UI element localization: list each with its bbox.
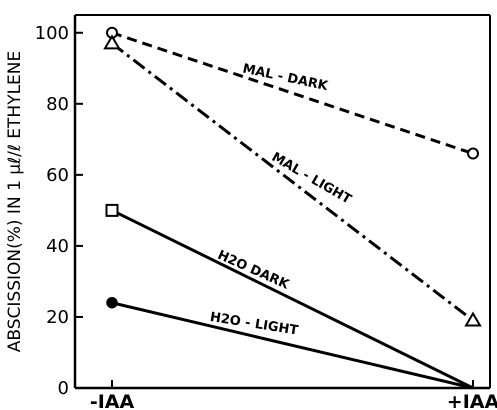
data-point-triangle — [464, 311, 482, 327]
y-tick-label: 60 — [46, 165, 69, 186]
series-lines — [111, 31, 474, 390]
series-line — [111, 42, 474, 322]
series-line — [111, 301, 474, 390]
data-point-circle — [467, 147, 479, 160]
series-label: H2O DARK — [215, 248, 292, 293]
series-line — [111, 209, 474, 390]
data-point-square — [105, 203, 119, 217]
y-axis-label: ABSCISSION(%) IN 1 μℓ/ℓ ETHYLENE — [5, 51, 25, 353]
y-tick-label: 0 — [58, 378, 69, 399]
x-tick-label: -IAA — [90, 391, 135, 410]
axes: 0 20 40 60 80 100 -IAA +IAA ABSCISSION(%) IN 1 μ… — [5, 14, 497, 410]
y-tick-label: 20 — [46, 307, 69, 328]
markers — [103, 26, 482, 327]
y-tick-label: 40 — [46, 236, 69, 257]
y-tick-label: 80 — [46, 94, 69, 115]
y-tick-label: 100 — [35, 23, 69, 44]
series-label: H2O - LIGHT — [209, 310, 299, 339]
data-point-triangle — [103, 34, 121, 50]
series-line — [111, 31, 474, 155]
x-tick-label: +IAA — [447, 391, 497, 410]
series-label: MAL - LIGHT — [269, 150, 354, 208]
data-point-dot — [106, 296, 118, 309]
